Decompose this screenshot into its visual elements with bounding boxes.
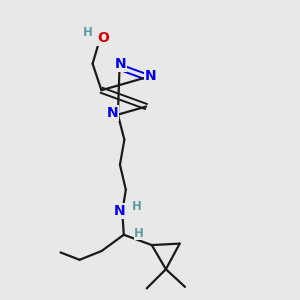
Text: N: N [114, 204, 126, 218]
Text: N: N [145, 69, 157, 82]
Text: H: H [83, 26, 93, 39]
Text: H: H [134, 227, 144, 240]
Text: N: N [114, 57, 126, 71]
Text: H: H [132, 200, 142, 213]
Text: N: N [107, 106, 118, 120]
Text: O: O [97, 31, 109, 45]
